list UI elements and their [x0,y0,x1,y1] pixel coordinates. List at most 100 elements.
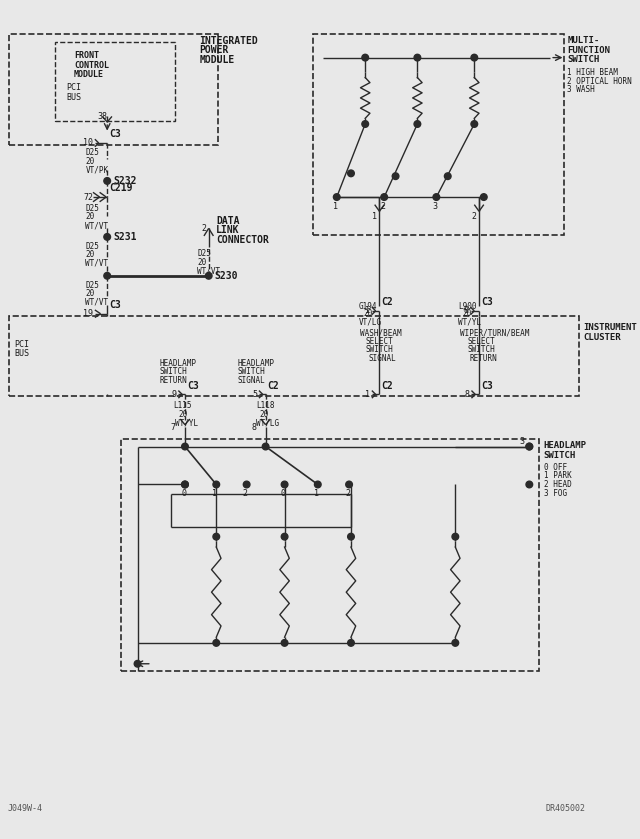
Text: D25: D25 [85,281,99,289]
Circle shape [481,194,487,201]
Text: PCI: PCI [14,340,29,348]
Text: SELECT: SELECT [468,336,495,346]
Text: 7: 7 [171,423,176,432]
Text: J049W-4: J049W-4 [8,805,43,813]
Text: SWITCH: SWITCH [567,55,600,64]
Text: 20: 20 [85,157,95,165]
Text: C3: C3 [109,129,121,139]
Text: DR405002: DR405002 [545,805,586,813]
Circle shape [471,121,477,128]
Text: 1: 1 [365,390,370,399]
Text: 2: 2 [380,202,385,211]
Text: 20: 20 [259,409,268,419]
Text: SIGNAL: SIGNAL [368,354,396,362]
Text: 20: 20 [85,250,95,259]
Circle shape [182,481,188,487]
Circle shape [414,121,420,128]
Circle shape [182,443,188,450]
Bar [55,43,175,121]
Circle shape [314,481,321,487]
Text: MULTI-: MULTI- [567,36,600,45]
Text: RETURN: RETURN [159,376,187,384]
Text: BUS: BUS [14,349,29,358]
Text: 1 PARK: 1 PARK [543,472,572,481]
Text: WT/LG: WT/LG [256,419,279,427]
Bar [10,315,579,396]
Text: WT/VT: WT/VT [85,221,109,230]
Text: SWITCH: SWITCH [237,367,265,376]
Text: SELECT: SELECT [365,336,393,346]
Text: L900: L900 [458,302,477,310]
Circle shape [433,194,440,201]
Text: 3: 3 [520,437,525,446]
Bar [313,34,564,235]
Circle shape [452,534,459,540]
Circle shape [333,194,340,201]
Circle shape [134,660,141,667]
Circle shape [414,55,420,61]
Text: C219: C219 [109,183,132,193]
Circle shape [205,273,212,279]
Text: 1 HIGH BEAM: 1 HIGH BEAM [567,68,618,77]
Circle shape [381,194,387,201]
Text: VT/PK: VT/PK [85,165,109,174]
Text: 2 OPTICAL HORN: 2 OPTICAL HORN [567,77,632,86]
Text: WT/YL: WT/YL [175,419,198,427]
Text: 2: 2 [201,224,206,233]
Text: SIGNAL: SIGNAL [237,376,265,384]
Circle shape [526,443,532,450]
Circle shape [104,233,111,240]
Text: 0 OFF: 0 OFF [543,463,566,472]
Text: WT/YL: WT/YL [458,318,481,326]
Circle shape [182,481,188,487]
Text: DATA: DATA [216,216,240,226]
Text: FRONT: FRONT [74,51,99,60]
Text: SWITCH: SWITCH [159,367,187,376]
Text: MODULE: MODULE [199,55,234,65]
Text: C2: C2 [268,381,279,391]
Text: CLUSTER: CLUSTER [584,333,621,342]
Text: 3 WASH: 3 WASH [567,86,595,94]
Text: 1: 1 [333,202,338,211]
Circle shape [281,481,288,487]
Circle shape [213,534,220,540]
Text: SWITCH: SWITCH [543,451,576,460]
Circle shape [348,534,355,540]
Circle shape [346,481,353,487]
Text: 38: 38 [98,112,108,121]
Text: S230: S230 [214,271,238,281]
Text: C3: C3 [109,300,121,310]
Text: INSTRUMENT: INSTRUMENT [584,322,637,331]
Text: CONTROL: CONTROL [74,60,109,70]
Text: 10: 10 [83,138,93,148]
Circle shape [348,639,355,646]
Text: WIPER/TURN/BEAM: WIPER/TURN/BEAM [460,328,529,337]
Text: PCI: PCI [67,83,81,92]
Text: D25: D25 [85,148,99,157]
Text: 8: 8 [465,390,470,399]
Text: SWITCH: SWITCH [365,346,393,354]
Text: C3: C3 [481,297,493,307]
Text: 20: 20 [85,289,95,299]
Text: 1: 1 [372,211,377,221]
Circle shape [348,170,355,177]
Bar [10,34,218,145]
Text: 20: 20 [197,258,207,267]
Bar [122,439,539,671]
Text: 2: 2 [346,489,350,498]
Text: WASH/BEAM: WASH/BEAM [360,328,402,337]
Text: D25: D25 [197,249,211,258]
Text: SWITCH: SWITCH [468,346,495,354]
Circle shape [262,443,269,450]
Text: D25: D25 [85,204,99,213]
Text: 2 HEAD: 2 HEAD [543,480,572,489]
Text: 3: 3 [433,202,438,211]
Text: WT/VT: WT/VT [85,298,109,307]
Text: FUNCTION: FUNCTION [567,45,611,55]
Text: 9: 9 [172,390,177,399]
Circle shape [104,178,111,185]
Text: 1: 1 [314,489,319,498]
Text: 20: 20 [179,409,188,419]
Text: RETURN: RETURN [470,354,497,362]
Circle shape [452,639,459,646]
